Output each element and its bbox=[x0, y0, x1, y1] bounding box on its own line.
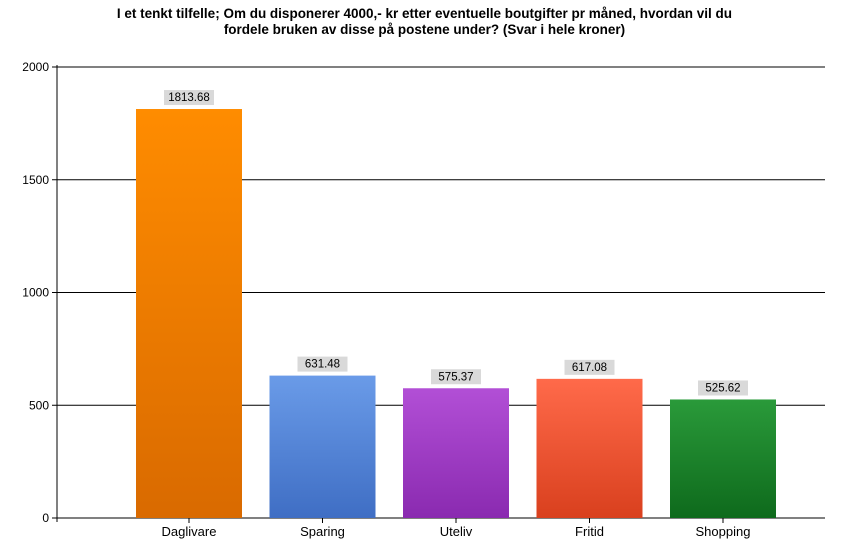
y-tick-label-500: 500 bbox=[29, 398, 49, 412]
y-tick-label-2000: 2000 bbox=[22, 60, 49, 74]
x-tick-label-shopping: Shopping bbox=[696, 524, 751, 539]
x-tick-label-uteliv: Uteliv bbox=[440, 524, 473, 539]
bar-fritid bbox=[536, 378, 643, 518]
data-label-fritid: 617.08 bbox=[572, 362, 607, 374]
y-tick-label-1000: 1000 bbox=[22, 286, 49, 300]
data-label-box-shopping bbox=[698, 380, 748, 396]
data-label-box-fritid bbox=[564, 359, 615, 375]
bar-daglivare bbox=[136, 109, 242, 518]
bar-uteliv bbox=[403, 388, 509, 518]
x-tick-label-fritid: Fritid bbox=[575, 524, 604, 539]
data-label-box-daglivare bbox=[164, 90, 214, 106]
bar-sparing bbox=[269, 375, 376, 518]
data-label-sparing: 631.48 bbox=[305, 359, 340, 371]
data-label-box-uteliv bbox=[431, 369, 481, 385]
x-tick-label-sparing: Sparing bbox=[300, 524, 345, 539]
x-tick-label-daglivare: Daglivare bbox=[162, 524, 217, 539]
data-label-box-sparing bbox=[297, 356, 348, 372]
chart-title-line-2: fordele bruken av disse på postene under… bbox=[223, 22, 626, 37]
data-label-uteliv: 575.37 bbox=[438, 371, 473, 383]
y-tick-label-1500: 1500 bbox=[22, 173, 49, 187]
y-tick-label-0: 0 bbox=[42, 511, 49, 525]
chart-title: I et tenkt tilfelle; Om du disponerer 40… bbox=[0, 6, 849, 38]
chart-title-line-1: I et tenkt tilfelle; Om du disponerer 40… bbox=[116, 6, 733, 21]
data-label-shopping: 525.62 bbox=[705, 382, 740, 394]
data-label-daglivare: 1813.68 bbox=[168, 92, 210, 104]
bar-shopping bbox=[670, 399, 776, 518]
